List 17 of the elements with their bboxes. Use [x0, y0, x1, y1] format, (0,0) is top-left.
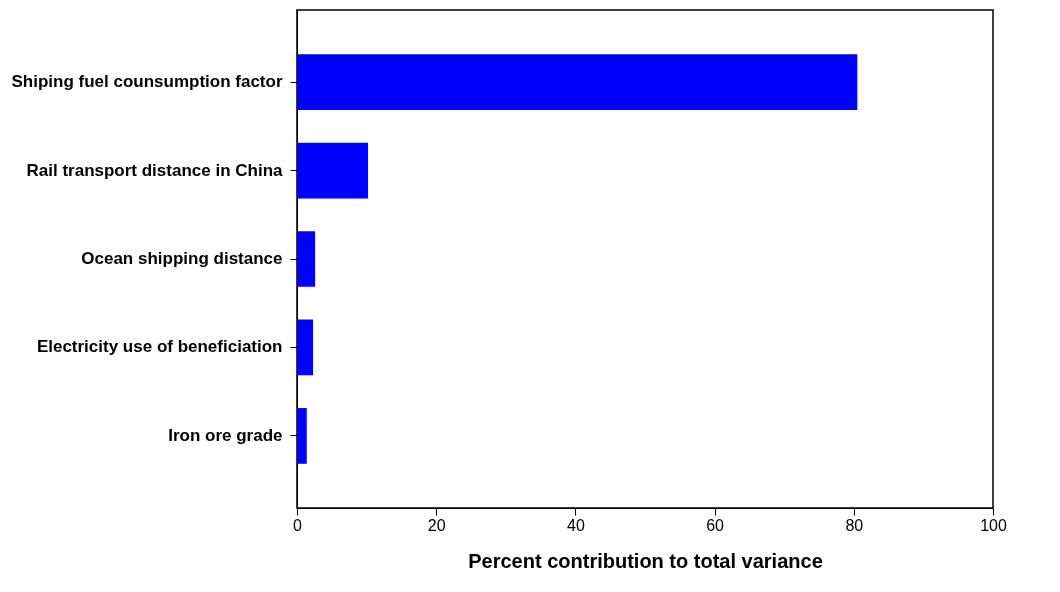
x-tick-label: 80: [845, 516, 864, 534]
x-tick-label: 20: [427, 516, 446, 534]
y-tick-label: Shiping fuel counsumption factor: [11, 72, 283, 92]
y-tick-label: Electricity use of beneficiation: [36, 337, 283, 357]
y-tick-label: Rail transport distance in China: [26, 160, 284, 180]
x-tick-label: 40: [567, 516, 585, 534]
x-axis-title: Percent contribution to total variance: [468, 549, 823, 572]
bar: [297, 54, 858, 110]
x-tick-label: 100: [980, 516, 1007, 534]
bar: [297, 231, 316, 287]
bar: [297, 408, 307, 464]
x-tick-label: 60: [706, 516, 725, 534]
bar: [297, 142, 368, 199]
bar: [297, 319, 314, 376]
x-tick-label: 0: [293, 516, 303, 534]
y-tick-label: Ocean shipping distance: [81, 249, 283, 268]
y-tick-label: Iron ore grade: [168, 425, 283, 445]
